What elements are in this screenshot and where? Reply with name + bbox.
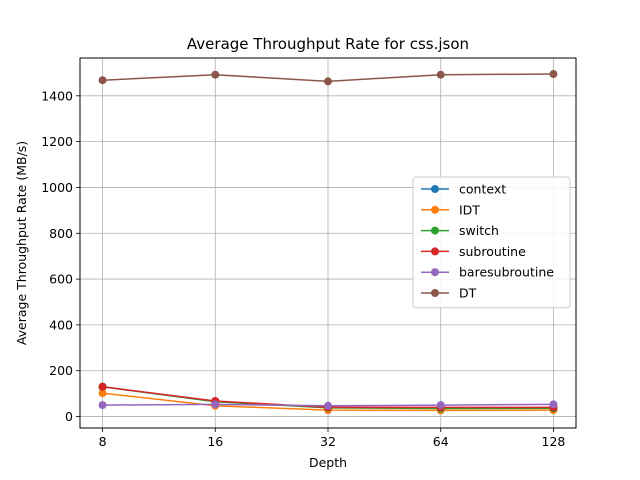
series-baresubroutine bbox=[98, 400, 558, 410]
legend-label: IDT bbox=[459, 202, 480, 217]
legend-item-subroutine: subroutine bbox=[421, 244, 526, 259]
data-point bbox=[324, 401, 332, 410]
legend-label: switch bbox=[459, 223, 499, 238]
legend-label: DT bbox=[459, 286, 477, 301]
y-tick-label: 400 bbox=[49, 317, 73, 332]
legend-marker bbox=[431, 289, 439, 297]
chart-title: Average Throughput Rate for css.json bbox=[187, 35, 469, 53]
y-tick-label: 1200 bbox=[41, 134, 73, 149]
x-tick-label: 128 bbox=[542, 434, 566, 449]
legend-box bbox=[412, 176, 571, 309]
data-point bbox=[98, 382, 107, 391]
data-point bbox=[549, 70, 558, 79]
legend-label: context bbox=[459, 182, 506, 197]
data-point bbox=[98, 389, 107, 398]
x-tick-label: 8 bbox=[99, 434, 107, 449]
legend-marker bbox=[431, 185, 439, 193]
data-point bbox=[98, 76, 107, 85]
x-axis-title: Depth bbox=[309, 455, 347, 470]
data-point bbox=[211, 70, 220, 79]
data-point bbox=[98, 401, 107, 410]
legend-item-context: context bbox=[421, 182, 506, 197]
data-point bbox=[436, 70, 445, 79]
y-tick-label: 200 bbox=[49, 363, 73, 378]
legend-marker bbox=[431, 205, 439, 214]
legend: context IDT switch subroutine baresubroutine… bbox=[412, 176, 571, 309]
series-DT bbox=[98, 70, 558, 86]
data-point bbox=[324, 77, 332, 86]
y-tick-label: 800 bbox=[49, 226, 73, 241]
legend-marker bbox=[431, 247, 439, 256]
data-point bbox=[549, 400, 558, 409]
legend-marker bbox=[431, 226, 439, 235]
legend-item-DT: DT bbox=[421, 286, 477, 301]
legend-item-baresubroutine: baresubroutine bbox=[421, 265, 554, 280]
x-tick-label: 16 bbox=[207, 434, 223, 449]
legend-marker bbox=[431, 268, 439, 277]
y-tick-label: 1000 bbox=[41, 180, 73, 195]
x-tick-label: 32 bbox=[320, 434, 336, 449]
ticks: 8 16 32 64 128 0 200 400 600 800 1000 1200 1400 bbox=[41, 88, 565, 449]
legend-item-IDT: IDT bbox=[421, 202, 480, 217]
y-tick-label: 1400 bbox=[41, 88, 73, 103]
data-point bbox=[436, 401, 445, 410]
y-axis-title: Average Throughput Rate (MB/s) bbox=[14, 141, 29, 345]
data-point bbox=[211, 400, 220, 409]
legend-item-switch: switch bbox=[421, 223, 499, 238]
legend-label: subroutine bbox=[459, 244, 526, 259]
x-tick-label: 64 bbox=[433, 434, 449, 449]
y-tick-label: 0 bbox=[65, 409, 73, 424]
legend-label: baresubroutine bbox=[459, 265, 554, 280]
series-layer bbox=[98, 70, 558, 415]
y-tick-label: 600 bbox=[49, 272, 73, 287]
